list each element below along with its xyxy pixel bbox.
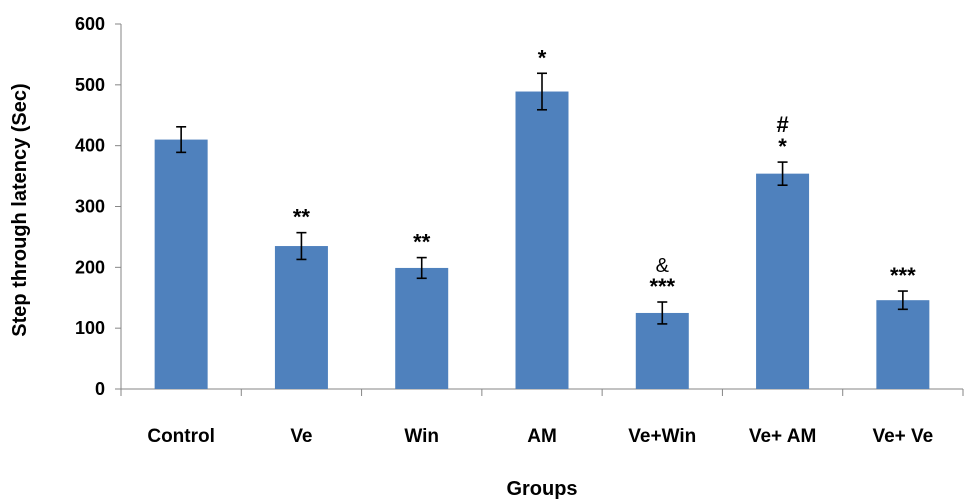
x-category-label: Ve+ AM: [749, 426, 816, 447]
significance-mark: **: [293, 205, 311, 230]
x-category-label: Control: [147, 426, 215, 447]
bar: [635, 312, 689, 389]
significance-mark: *: [538, 45, 547, 70]
x-category-label: Ve: [290, 426, 312, 447]
significance-mark: #: [776, 112, 788, 137]
bar: [154, 139, 208, 389]
y-tick-label: 300: [75, 197, 105, 217]
bar: [274, 246, 328, 389]
significance-mark: ***: [649, 274, 675, 299]
y-tick-label: 600: [75, 14, 105, 34]
y-tick-label: 0: [95, 379, 105, 399]
x-category-label: AM: [527, 426, 557, 447]
chart-bars: [154, 91, 930, 390]
y-tick-label: 500: [75, 75, 105, 95]
significance-mark: **: [413, 230, 431, 255]
significance-mark: *: [778, 134, 787, 159]
x-category-label: Ve+ Ve: [872, 426, 933, 447]
y-tick-label: 100: [75, 318, 105, 338]
x-category-label: Ve+Win: [628, 426, 696, 447]
error-bars: [176, 72, 908, 325]
chart-labels: 0 100 200 300 400 500 600 Control Ve Win AM Ve+Win V…: [75, 14, 933, 447]
bar: [756, 173, 810, 389]
significance-mark: ***: [890, 263, 916, 288]
bar: [876, 300, 930, 389]
y-tick-label: 400: [75, 136, 105, 156]
significance-annotations: ********&*#***: [293, 45, 916, 299]
x-axis-title: Groups: [506, 478, 577, 499]
bar: [515, 91, 569, 390]
y-axis-title: Step through latency (Sec): [9, 83, 31, 336]
bar: [395, 267, 449, 389]
y-tick-label: 200: [75, 257, 105, 277]
x-category-label: Win: [404, 426, 439, 447]
significance-mark: &: [656, 255, 670, 277]
